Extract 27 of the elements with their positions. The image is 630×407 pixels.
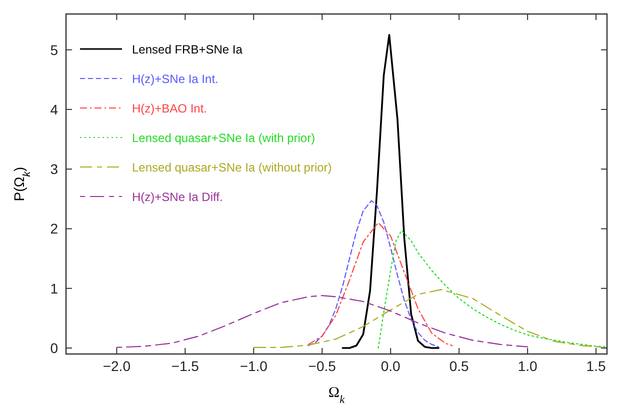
line-series bbox=[378, 230, 607, 349]
legend-label: H(z)+SNe Ia Diff. bbox=[132, 190, 223, 204]
x-tick-label: 1.5 bbox=[586, 358, 606, 374]
line-series bbox=[308, 200, 440, 348]
line-series bbox=[253, 289, 607, 348]
x-tick-label: 1.0 bbox=[518, 358, 538, 374]
x-axis-title: Ω$_{k}$ bbox=[328, 385, 346, 406]
line-series bbox=[308, 222, 453, 346]
x-tick-label: 0.5 bbox=[449, 358, 470, 374]
legend-label: Lensed quasar+SNe Ia (without prior) bbox=[132, 160, 332, 174]
legend-label: Lensed FRB+SNe Ia bbox=[132, 42, 243, 56]
y-tick-label: 2 bbox=[50, 220, 58, 237]
y-tick-label: 3 bbox=[50, 161, 58, 178]
y-tick-label: 1 bbox=[50, 280, 58, 296]
line-series bbox=[342, 34, 440, 349]
y-tick-label: 5 bbox=[50, 42, 58, 58]
x-tick-label: −2.0 bbox=[102, 358, 131, 374]
x-tick-label: −1.5 bbox=[171, 358, 200, 374]
legend-label: H(z)+SNe Ia Int. bbox=[132, 72, 218, 86]
x-tick-label: −0.5 bbox=[308, 358, 336, 374]
legend-label: H(z)+BAO Int. bbox=[132, 102, 208, 116]
legend-label: Lensed quasar+SNe Ia (with prior) bbox=[132, 131, 316, 145]
x-tick-label: 0.0 bbox=[380, 358, 401, 374]
x-tick-label: −1.0 bbox=[240, 358, 268, 374]
y-tick-label: 0 bbox=[50, 340, 58, 356]
y-tick-label: 4 bbox=[50, 101, 58, 118]
line-series bbox=[116, 294, 528, 348]
